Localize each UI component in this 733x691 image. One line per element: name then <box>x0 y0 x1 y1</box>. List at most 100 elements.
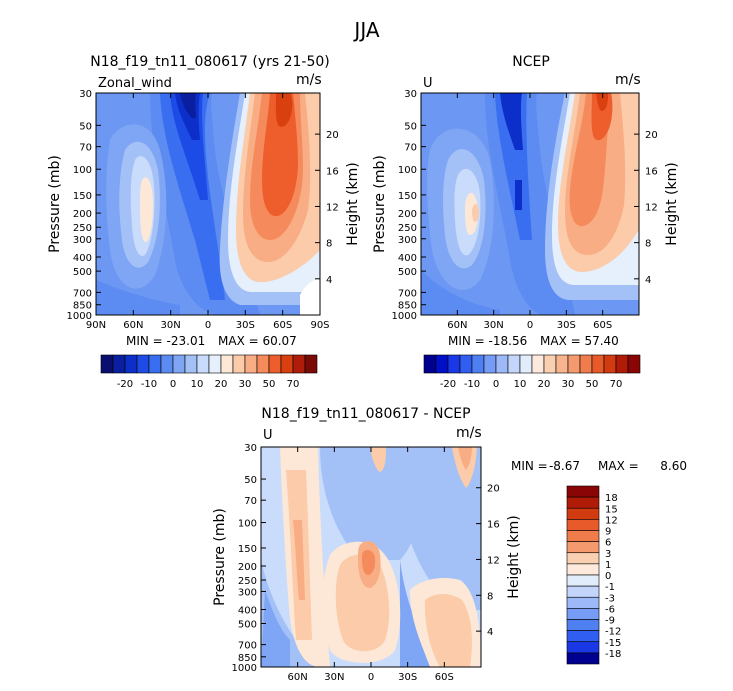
pressure-tick-label: 50 <box>244 475 257 486</box>
latitude-tick-label: 60N <box>447 320 467 331</box>
height-tick-label: 20 <box>326 130 339 141</box>
latitude-tick-label: 30S <box>236 320 255 331</box>
colorbar-swatch <box>423 354 437 374</box>
colorbar-label: -1 <box>605 582 615 593</box>
min-label: MIN = <box>511 459 548 473</box>
latitude-tick-label: 30S <box>398 672 417 683</box>
colorbar-label: 9 <box>605 527 611 538</box>
colorbar-label: 20 <box>215 379 228 390</box>
contour-pos-right-6 <box>591 93 613 141</box>
colorbar-label: -20 <box>440 379 456 390</box>
y-axis-label-right: Height (km) <box>506 515 522 598</box>
latitude-tick-label: 60S <box>273 320 292 331</box>
colorbar-swatch <box>579 354 593 374</box>
contour-pos-10 <box>370 447 386 472</box>
colorbar-swatch <box>124 354 138 374</box>
colorbar-swatch <box>196 354 210 374</box>
pressure-tick-label: 500 <box>238 620 257 631</box>
height-tick-label: 12 <box>326 202 339 213</box>
panel-diff: N18_f19_tn11_080617 - NCEP U m/s 3050701… <box>212 406 687 683</box>
max-label: MAX = 57.40 <box>540 334 619 348</box>
pressure-tick-label: 50 <box>79 121 92 132</box>
pressure-tick-label: 150 <box>238 544 257 555</box>
colorbar-label: -6 <box>605 604 615 615</box>
colorbar-swatch <box>459 354 473 374</box>
contour-pos-9 <box>424 594 472 667</box>
colorbar-swatch <box>566 541 600 554</box>
contour-neg-5 <box>180 93 196 118</box>
colorbar-swatch <box>435 354 449 374</box>
contour-field <box>96 93 320 315</box>
pressure-tick-label: 500 <box>398 267 417 278</box>
colorbar-swatch <box>100 354 114 374</box>
colorbar-swatch <box>495 354 509 374</box>
y-axis-label: Pressure (mb) <box>47 155 63 253</box>
colorbar-label: 10 <box>191 379 204 390</box>
colorbar-swatch <box>507 354 521 374</box>
pressure-tick-label: 150 <box>398 191 417 202</box>
colorbar-label: 6 <box>605 538 611 549</box>
colorbar-swatch <box>280 354 294 374</box>
pressure-tick-label: 200 <box>238 562 257 573</box>
latitude-tick-label: 60S <box>435 672 454 683</box>
axes: 3050701001502002503004005007008501000201… <box>212 443 522 683</box>
latitude-tick-label: 30N <box>324 672 344 683</box>
pressure-tick-label: 30 <box>244 443 257 454</box>
max-value: 8.60 <box>660 459 687 473</box>
colorbar-swatch <box>220 354 234 374</box>
colorbar-swatch <box>148 354 162 374</box>
colorbar-swatch <box>543 354 557 374</box>
colorbar-swatch <box>627 354 641 374</box>
colorbar-label: -12 <box>605 627 621 638</box>
pressure-tick-label: 100 <box>238 519 257 530</box>
panel-units: m/s <box>456 425 482 441</box>
height-tick-label: 4 <box>487 627 493 638</box>
colorbar-label: 0 <box>493 379 499 390</box>
y-axis-label: Pressure (mb) <box>212 508 228 606</box>
contour-pos-right-6 <box>262 93 298 217</box>
colorbar-swatch <box>304 354 318 374</box>
contour-neg-2 <box>495 93 532 240</box>
colorbar-swatch <box>615 354 629 374</box>
pressure-tick-label: 70 <box>404 143 417 154</box>
colorbar-label: 70 <box>287 379 300 390</box>
max-label: MAX = 60.07 <box>218 334 297 348</box>
panel-ncep: NCEP U m/s 30507010015020025030040050070… <box>372 54 680 348</box>
panel-units: m/s <box>615 72 641 88</box>
contour-field <box>261 447 481 667</box>
latitude-tick-label: 60N <box>288 672 308 683</box>
colorbar-label: 50 <box>263 379 276 390</box>
colorbar-label: 3 <box>605 549 611 560</box>
contour-surface-1 <box>421 270 500 315</box>
pressure-tick-label: 850 <box>238 653 257 664</box>
height-tick-label: 16 <box>326 166 339 177</box>
colorbar-swatch <box>566 608 600 620</box>
axes: 3050701001502002503004005007008501000201… <box>47 89 361 331</box>
pressure-tick-label: 850 <box>398 301 417 312</box>
pressure-tick-label: 1000 <box>67 311 92 322</box>
colorbar-label: 18 <box>605 493 618 504</box>
contour-neg-3 <box>500 93 523 150</box>
page-title: JJA <box>352 18 379 42</box>
colorbar-label: 0 <box>170 379 176 390</box>
colorbar-label: -10 <box>464 379 480 390</box>
colorbar-label: 70 <box>610 379 623 390</box>
pressure-tick-label: 250 <box>238 576 257 587</box>
latitude-tick-label: 30N <box>484 320 504 331</box>
colorbar-swatch <box>566 519 600 531</box>
colorbar-label: -20 <box>117 379 133 390</box>
colorbar-swatch <box>566 652 600 665</box>
pressure-tick-label: 100 <box>73 165 92 176</box>
colorbar-swatch <box>531 354 545 374</box>
colorbar-swatch <box>471 354 485 374</box>
panel-model: N18_f19_tn11_080617 (yrs 21-50) Zonal_wi… <box>47 54 361 348</box>
contour-pos-left-4 <box>465 192 478 235</box>
colorbar-swatch <box>172 354 186 374</box>
panel-left-label: U <box>263 428 273 443</box>
y-axis-label-right: Height (km) <box>345 162 361 245</box>
colorbar-swatch <box>566 596 600 609</box>
y-axis-label-right: Height (km) <box>664 162 680 245</box>
pressure-tick-label: 400 <box>398 253 417 264</box>
